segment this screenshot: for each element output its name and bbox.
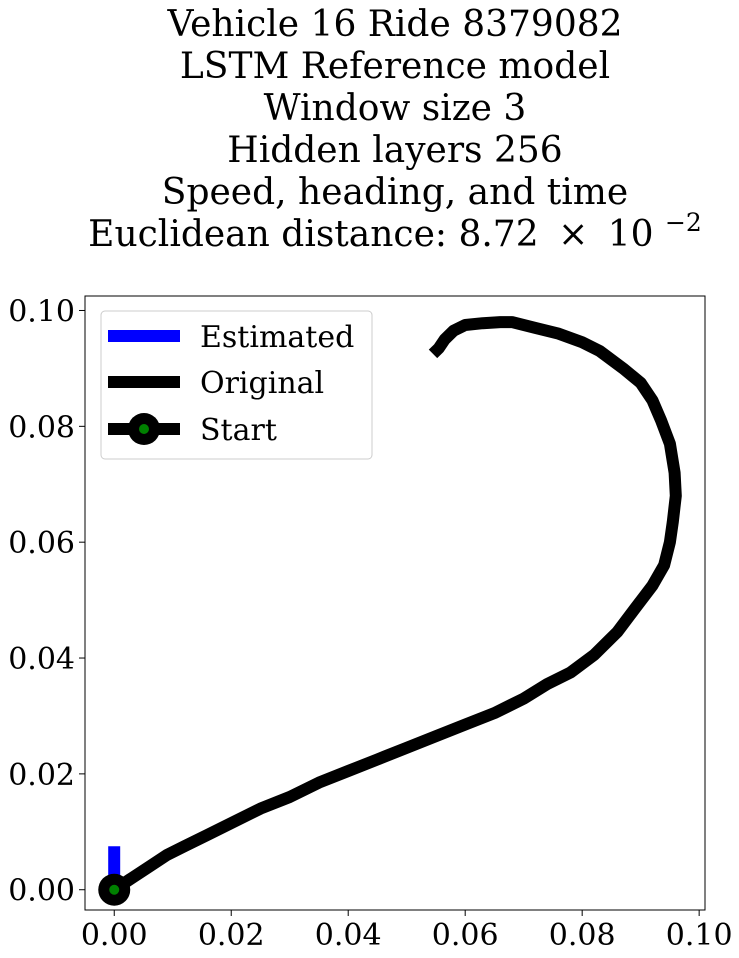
x-tick-label: 0.02 [198,918,265,953]
x-tick-label: 0.08 [549,918,616,953]
start-layer [98,873,131,906]
legend-label-start: Start [200,413,277,448]
legend-frame [100,310,373,460]
plot-area [84,295,706,911]
title-line-5: Speed, heading, and time [162,172,628,213]
title-line-distance: Euclidean distance: 8.72 × 10 −2 [88,208,702,255]
y-tick-label: 0.00 [8,874,75,909]
y-tick-label: 0.02 [8,758,75,793]
y-tick-label: 0.04 [8,642,75,677]
series-line-original [110,316,682,895]
start-marker-inner [109,884,120,895]
title-line-4: Hidden layers 256 [227,130,562,171]
legend-start-marker-inner [139,424,149,434]
distance-base: 10 [608,214,654,255]
title-line-1: Vehicle 16 Ride 8379082 [166,4,622,45]
chart-title: Vehicle 16 Ride 8379082 LSTM Reference m… [88,4,702,255]
distance-exponent: −2 [665,208,702,237]
y-axis: 0.00 0.02 0.04 0.06 0.08 0.10 [8,294,85,909]
y-tick-label: 0.10 [8,294,75,329]
legend-label-original: Original [200,366,324,401]
axes-frame [84,295,706,911]
title-line-3: Window size 3 [264,88,527,129]
x-tick-label: 0.06 [432,918,499,953]
title-line-2: LSTM Reference model [180,46,610,87]
y-tick-label: 0.08 [8,410,75,445]
x-tick-label: 0.00 [81,918,148,953]
x-tick-label: 0.10 [666,918,733,953]
x-axis: 0.00 0.02 0.04 0.06 0.08 0.10 [81,910,733,953]
y-tick-label: 0.06 [8,526,75,561]
x-tick-label: 0.04 [315,918,382,953]
distance-times: × [558,214,588,255]
legend-label-estimated: Estimated [200,320,354,355]
legend: Estimated Original Start [100,310,373,460]
distance-prefix: Euclidean distance: 8.72 [88,214,538,255]
